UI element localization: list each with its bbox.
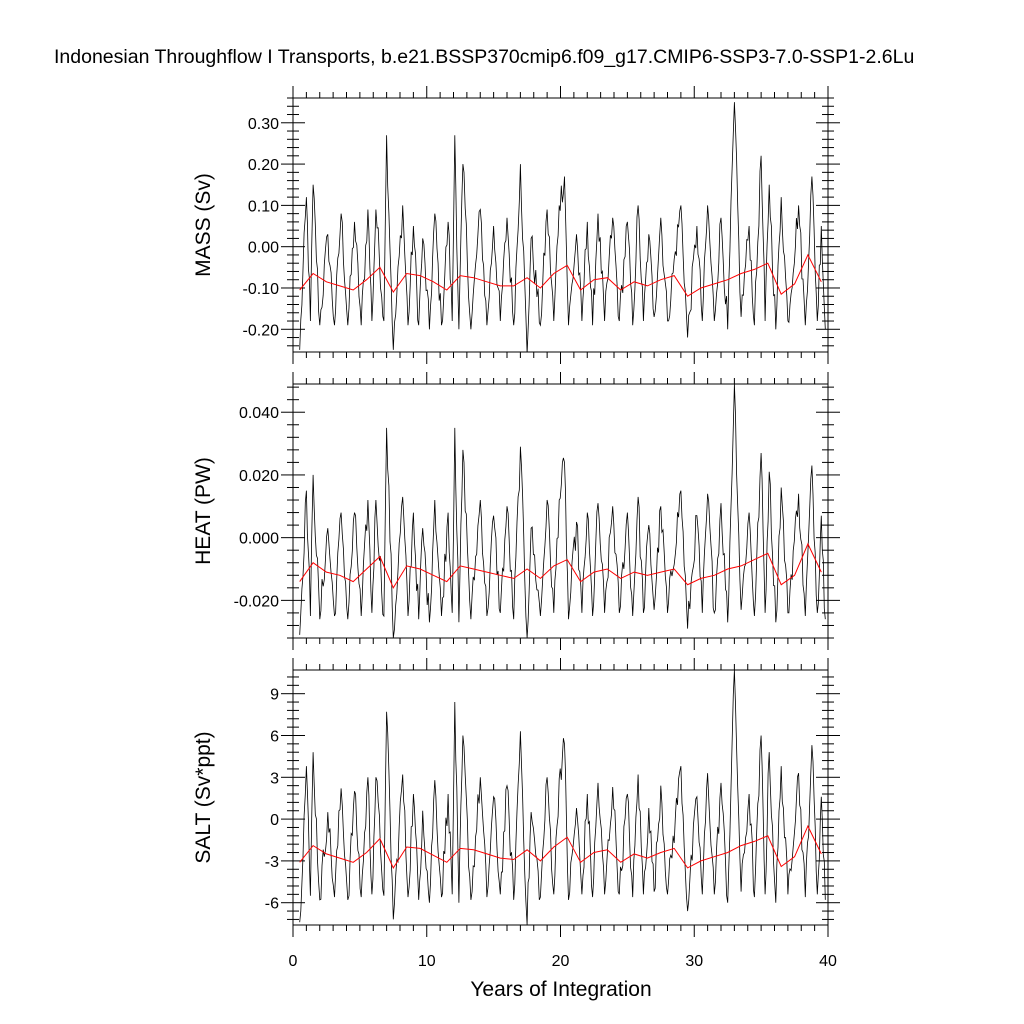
y-tick-label: 0.10 xyxy=(248,198,279,215)
y-tick-label: 0.30 xyxy=(248,116,279,133)
x-tick-label: 40 xyxy=(819,953,837,970)
panel-heat: 0.040 0.020 0.000 -0.020 HEAT (PW) xyxy=(192,372,840,650)
y-tick-label: 0.040 xyxy=(239,405,279,422)
monthly-series-line xyxy=(299,384,826,638)
x-axis: 0 10 20 30 40 xyxy=(289,953,837,970)
x-tick-label: 20 xyxy=(552,953,570,970)
y-tick-label: -6 xyxy=(265,896,279,913)
y-tick-label: 0 xyxy=(270,812,279,829)
y-tick-label: -0.020 xyxy=(234,593,279,610)
y-tick-label: 0.00 xyxy=(248,240,279,257)
x-axis-label: Years of Integration xyxy=(470,978,651,1001)
y-axis-label: HEAT (PW) xyxy=(192,457,215,565)
y-tick-label: 9 xyxy=(270,687,279,704)
y-tick-label: 0.020 xyxy=(239,468,279,485)
y-tick-label: 0.20 xyxy=(248,157,279,174)
plot-frame xyxy=(292,669,829,926)
y-tick-label: 6 xyxy=(270,728,279,745)
x-tick-label: 30 xyxy=(685,953,703,970)
monthly-series-line xyxy=(299,670,826,925)
plot-frame xyxy=(292,383,829,639)
y-tick-label: -3 xyxy=(265,854,279,871)
panel-salt: 9 6 3 0 -3 -6 SALT (Sv*ppt) xyxy=(192,658,840,937)
annual-mean-line xyxy=(299,824,822,869)
x-tick-label: 0 xyxy=(289,953,298,970)
y-tick-label: -0.10 xyxy=(243,281,280,298)
chart-title: Indonesian Throughflow I Transports, b.e… xyxy=(54,46,915,68)
x-tick-label: 10 xyxy=(418,953,436,970)
annual-mean-line xyxy=(299,542,822,589)
y-axis-label: MASS (Sv) xyxy=(192,173,215,277)
plot-frame xyxy=(292,97,829,353)
annual-mean-line xyxy=(299,253,822,297)
y-tick-label: 3 xyxy=(270,770,279,787)
panel-mass: 0.30 0.20 0.10 0.00 -0.10 -0.20 MASS (Sv) xyxy=(192,86,840,364)
monthly-series-line xyxy=(299,102,826,352)
y-tick-label: 0.000 xyxy=(239,531,279,548)
y-axis-label: SALT (Sv*ppt) xyxy=(192,731,215,863)
y-tick-label: -0.20 xyxy=(243,322,280,339)
